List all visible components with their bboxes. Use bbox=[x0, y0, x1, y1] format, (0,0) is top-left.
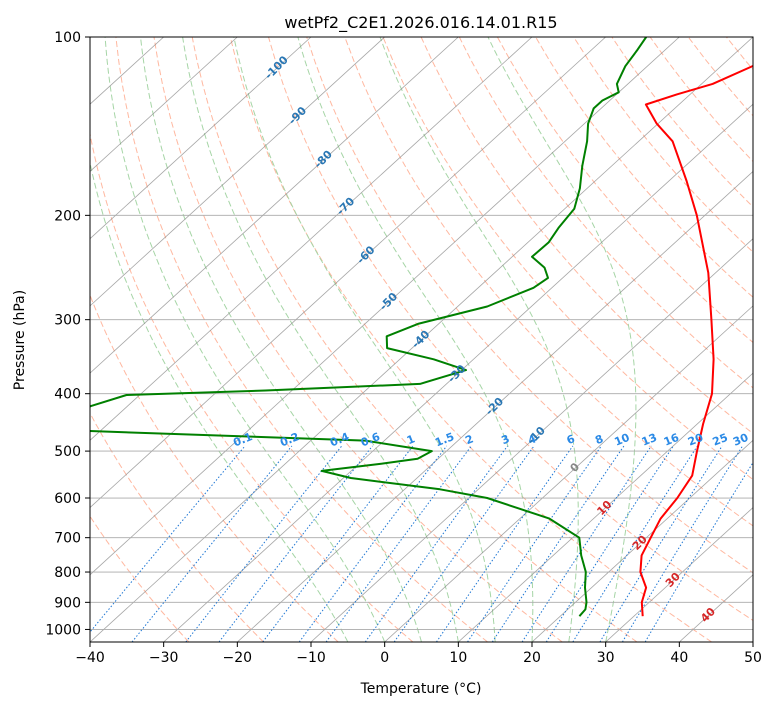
x-tick-label: −20 bbox=[223, 650, 253, 666]
mixing-ratio-label: 10 bbox=[612, 431, 631, 449]
dry-adiabat-line bbox=[153, 37, 563, 642]
isotherm-line bbox=[90, 37, 606, 509]
isotherm-line bbox=[531, 439, 753, 642]
dry-adiabats bbox=[90, 37, 753, 642]
isotherm-line bbox=[90, 37, 312, 240]
mixing-ratio-line bbox=[131, 445, 293, 642]
isotherm-line bbox=[384, 305, 753, 642]
dry-adiabat-line bbox=[458, 37, 753, 389]
y-tick-label: 800 bbox=[54, 565, 81, 581]
y-tick-label: 100 bbox=[54, 30, 81, 46]
dry-adiabat-line bbox=[90, 515, 190, 642]
isotherm-line bbox=[90, 37, 533, 441]
isotherm-line bbox=[605, 507, 753, 642]
dry-adiabat-line bbox=[229, 37, 712, 642]
grid bbox=[90, 37, 753, 642]
mixing-ratio-line bbox=[393, 445, 535, 642]
dry-adiabat-line bbox=[306, 37, 753, 574]
mixing-ratio-label: 1 bbox=[405, 432, 417, 447]
moist-adiabat-line bbox=[297, 37, 534, 642]
mixing-ratio-line bbox=[262, 445, 414, 642]
dry-adiabat-line bbox=[90, 412, 264, 642]
y-axis-label: Pressure (hPa) bbox=[12, 290, 28, 390]
dry-adiabat-line bbox=[268, 37, 753, 622]
x-tick-label: −40 bbox=[75, 650, 105, 666]
mixing-ratio-label: 2 bbox=[463, 432, 475, 447]
moist-adiabat-line bbox=[233, 37, 496, 642]
moist-adiabats bbox=[90, 37, 637, 642]
y-tick-label: 500 bbox=[54, 444, 81, 460]
mixing-ratio-label: 20 bbox=[686, 431, 705, 449]
mixing-ratio-lines bbox=[90, 445, 753, 642]
isotherm-line bbox=[90, 37, 753, 642]
series-group bbox=[90, 37, 753, 617]
moist-adiabat-line bbox=[379, 37, 579, 642]
moist-adiabat-line bbox=[90, 160, 349, 642]
dewpoint-profile-line bbox=[90, 37, 648, 617]
mixing-ratio-label: 25 bbox=[711, 431, 730, 449]
y-tick-label: 600 bbox=[54, 491, 81, 507]
mixing-ratio-line bbox=[491, 445, 625, 642]
mixing-ratio-line bbox=[90, 445, 246, 633]
mixing-ratio-line bbox=[467, 445, 602, 642]
isotherm-line bbox=[90, 37, 459, 374]
y-tick-label: 900 bbox=[54, 595, 81, 611]
x-tick-label: 50 bbox=[744, 650, 762, 666]
mixing-ratio-line bbox=[644, 461, 753, 642]
plot-frame bbox=[89, 36, 754, 643]
axes: −40 −30 −20 −10 0 10 20 30 40 50 100 200 300 400 500 60… bbox=[45, 30, 762, 666]
x-tick-label: −10 bbox=[296, 650, 326, 666]
mixing-ratio-line bbox=[572, 445, 699, 642]
y-tick-label: 700 bbox=[54, 531, 81, 547]
mixing-ratio-line bbox=[325, 445, 472, 642]
mixing-ratio-line bbox=[364, 445, 509, 642]
temperature-profile-line bbox=[639, 64, 753, 617]
mixing-ratio-line bbox=[435, 445, 574, 642]
isotherm-line bbox=[90, 37, 680, 576]
dry-adiabat-line bbox=[90, 293, 339, 642]
mixing-ratio-label: 3 bbox=[500, 432, 512, 447]
isotherm-line bbox=[163, 103, 753, 642]
isotherm-line bbox=[458, 372, 753, 642]
mixing-ratio-line bbox=[545, 445, 674, 642]
x-tick-label: 0 bbox=[380, 650, 389, 666]
y-tick-label: 300 bbox=[54, 313, 81, 329]
isotherm-line bbox=[90, 37, 238, 172]
isotherm-line bbox=[90, 37, 385, 307]
x-tick-label: 40 bbox=[670, 650, 688, 666]
mixing-ratio-label: 16 bbox=[662, 431, 681, 449]
moist-adiabat-line bbox=[104, 37, 386, 642]
mixing-ratio-line bbox=[599, 445, 723, 642]
dry-adiabat-line bbox=[535, 37, 753, 298]
y-tick-label: 200 bbox=[54, 208, 81, 224]
x-axis-label: Temperature (°C) bbox=[360, 681, 482, 697]
mixing-ratio-label: 8 bbox=[593, 432, 605, 447]
isotherm-line bbox=[237, 170, 753, 642]
mixing-ratio-label: 36 bbox=[752, 431, 771, 449]
mixing-ratio-line bbox=[298, 445, 448, 642]
moist-adiabat-line bbox=[487, 37, 637, 642]
moist-adiabat-line bbox=[182, 37, 459, 642]
dry-adiabat-line bbox=[496, 37, 753, 344]
dry-adiabat-line bbox=[115, 37, 488, 642]
mixing-ratio-line bbox=[521, 445, 652, 642]
mixing-ratio-line bbox=[185, 445, 343, 642]
isotherm-line bbox=[310, 238, 753, 642]
dry-adiabat-line bbox=[191, 37, 638, 642]
x-tick-label: −30 bbox=[149, 650, 179, 666]
y-tick-label: 1000 bbox=[45, 622, 81, 638]
x-tick-label: 20 bbox=[523, 650, 541, 666]
mixing-ratio-label: 13 bbox=[640, 431, 659, 449]
x-tick-label: 10 bbox=[449, 650, 467, 666]
x-tick-label: 30 bbox=[597, 650, 615, 666]
y-tick-label: 400 bbox=[54, 387, 81, 403]
mixing-ratio-label: 30 bbox=[731, 431, 750, 449]
moist-adiabat-line bbox=[140, 37, 422, 642]
chart-title: wetPf2_C2E1.2026.016.14.01.R15 bbox=[284, 13, 557, 33]
